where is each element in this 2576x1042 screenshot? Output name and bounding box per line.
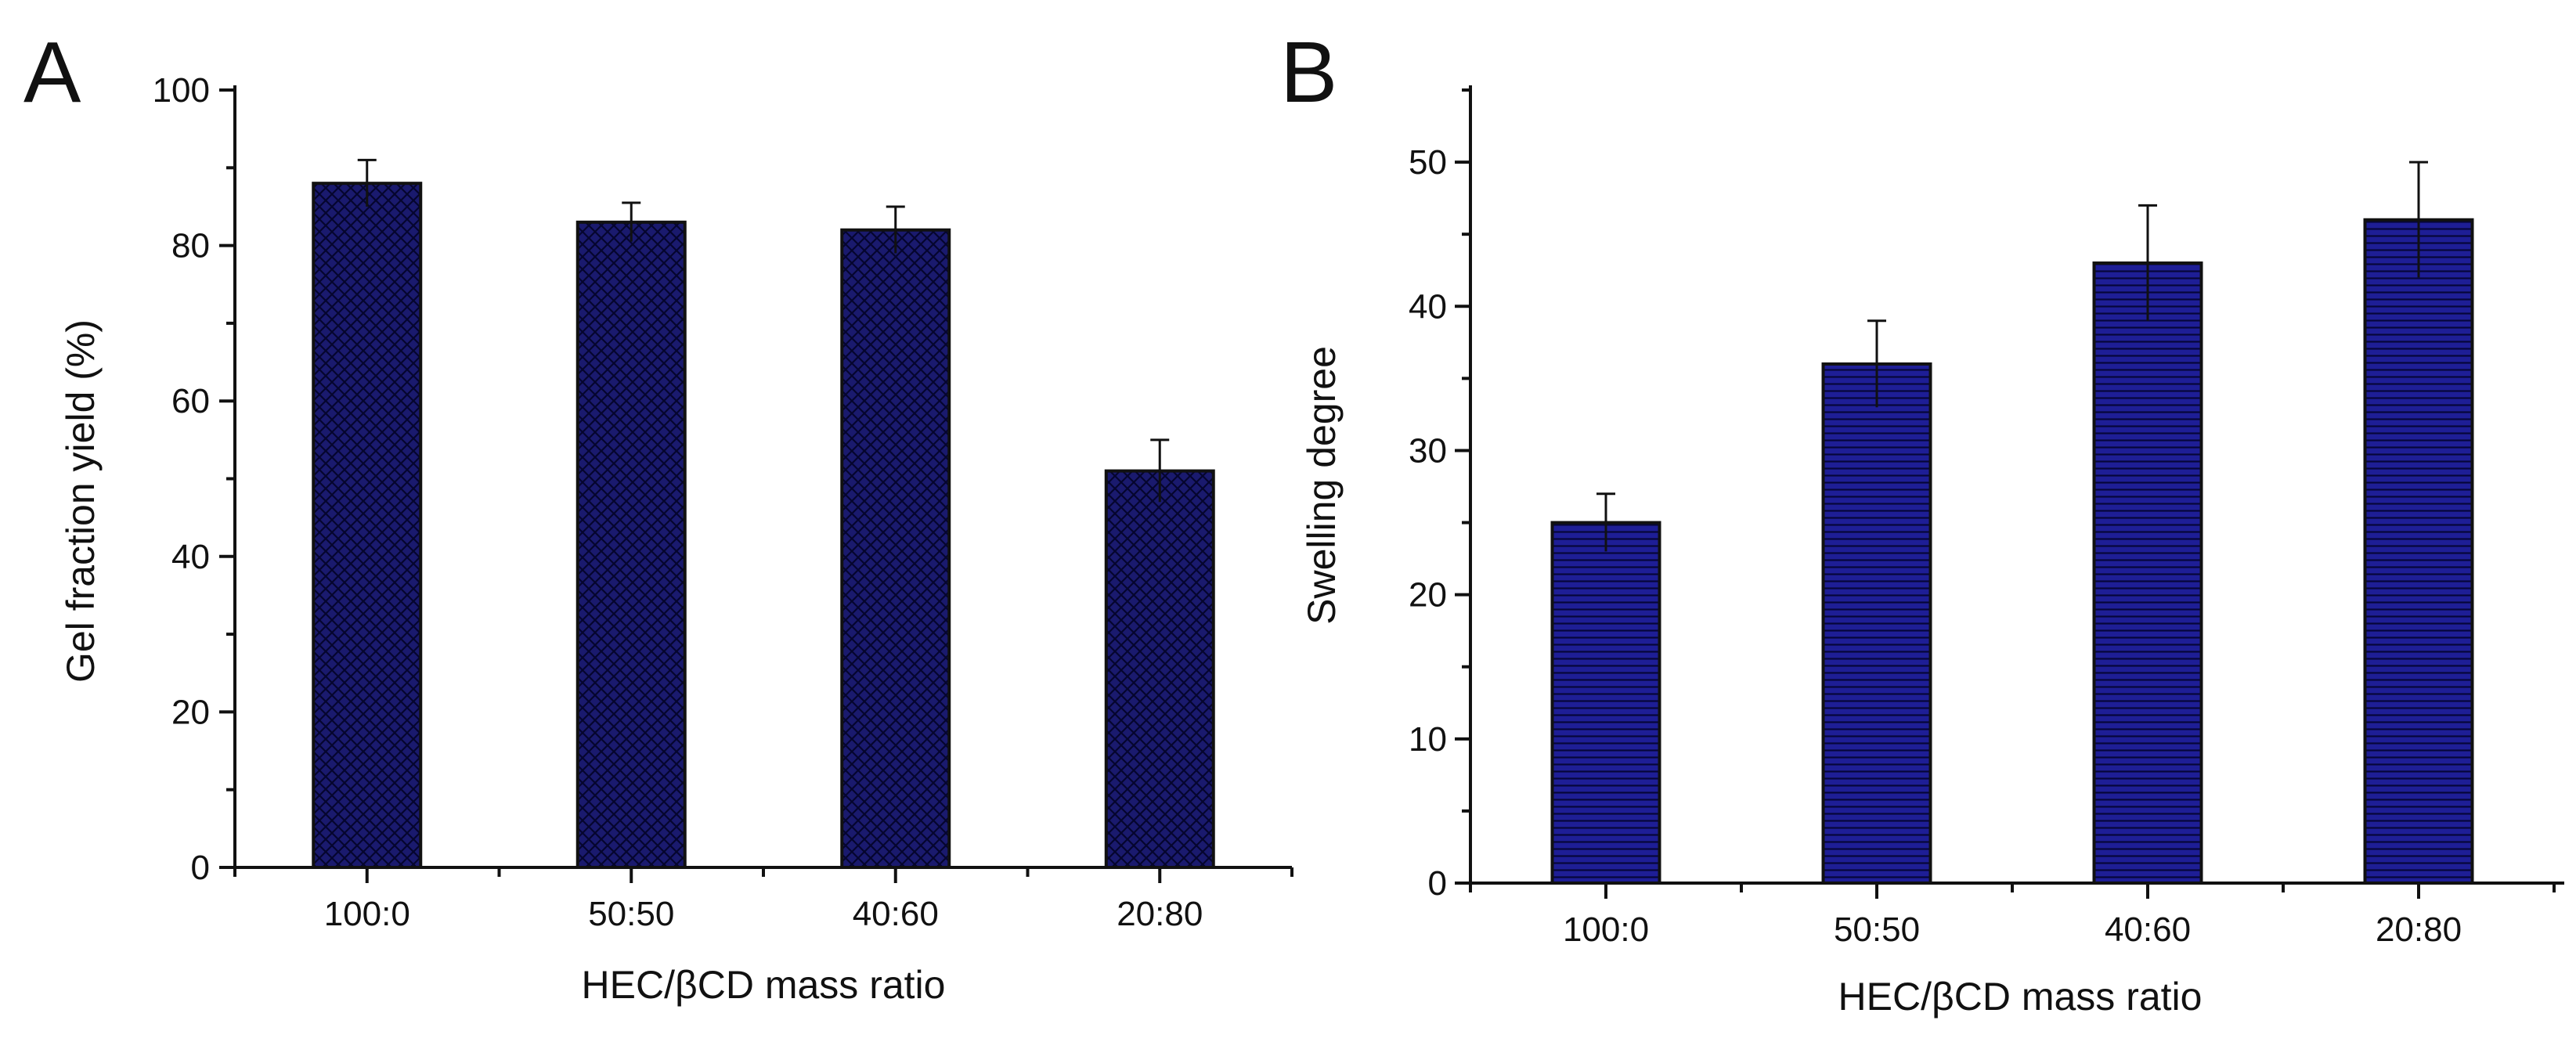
panel-a-x-ticks: 100:0 50:50 40:60 20:80 <box>233 867 1293 933</box>
error-bar <box>1867 319 1886 408</box>
y-tick-label: 20 <box>171 693 210 731</box>
y-tick-label: 50 <box>1409 143 1447 182</box>
y-tick-label: 40 <box>1409 287 1447 326</box>
x-tick-label: 40:60 <box>2105 910 2191 949</box>
panel-b-bars <box>1550 218 2474 885</box>
x-tick-label: 20:80 <box>1117 895 1203 933</box>
panel-b-error-bars <box>1596 160 2428 552</box>
x-tick-label: 100:0 <box>1563 910 1649 949</box>
error-bar <box>2409 160 2428 278</box>
panel-a-y-axis-title: Gel fraction yield (%) <box>59 319 103 683</box>
panel-a-bars <box>312 182 1215 870</box>
error-bar <box>2138 204 2157 321</box>
panel-a-x-axis-title: HEC/βCD mass ratio <box>582 963 946 1007</box>
bar-50-50 <box>575 220 687 869</box>
y-tick-label: 10 <box>1409 720 1447 759</box>
x-tick-label: 100:0 <box>324 895 410 933</box>
bar-20-80 <box>2363 218 2474 885</box>
y-tick-label: 40 <box>171 538 210 576</box>
error-bar <box>622 201 641 242</box>
panel-a-y-ticks: 0 20 40 60 80 100 <box>153 71 235 887</box>
error-bar <box>886 205 905 254</box>
x-tick-label: 50:50 <box>1834 910 1920 949</box>
y-tick-label: 80 <box>171 227 210 265</box>
x-tick-label: 40:60 <box>853 895 939 933</box>
y-tick-label: 0 <box>1428 864 1447 903</box>
bar-20-80 <box>1104 469 1215 869</box>
panel-a: A 0 20 40 60 80 100 100:0 50:50 40:60 20:80 Gel … <box>23 24 1293 1007</box>
bar-40-60 <box>840 228 951 869</box>
y-tick-label: 20 <box>1409 576 1447 615</box>
x-tick-label: 20:80 <box>2376 910 2462 949</box>
bar-40-60 <box>2092 261 2203 885</box>
error-bar <box>357 158 377 207</box>
panel-b-letter: B <box>1280 24 1337 121</box>
panel-b-x-ticks: 100:0 50:50 40:60 20:80 <box>1469 883 2556 949</box>
y-tick-label: 0 <box>191 849 210 887</box>
error-bar <box>1596 492 1615 552</box>
bar-100-0 <box>1550 521 1661 885</box>
panel-b-y-axis-title: Swelling degree <box>1300 346 1344 625</box>
y-tick-label: 100 <box>153 71 210 110</box>
panel-b-y-ticks: 0 10 20 30 40 50 <box>1409 88 1470 903</box>
error-bar <box>1150 438 1170 503</box>
panel-b-axes <box>1469 85 2564 885</box>
panel-a-error-bars <box>357 158 1170 503</box>
x-tick-label: 50:50 <box>588 895 674 933</box>
bar-50-50 <box>1821 362 1932 885</box>
y-tick-label: 60 <box>171 382 210 420</box>
y-tick-label: 30 <box>1409 431 1447 470</box>
panel-b: B 0 10 20 30 40 50 100:0 50:50 40:60 20:80 Swell… <box>1280 24 2564 1019</box>
bar-100-0 <box>312 182 423 870</box>
panel-b-x-axis-title: HEC/βCD mass ratio <box>1838 975 2203 1019</box>
panel-a-letter: A <box>23 24 81 121</box>
